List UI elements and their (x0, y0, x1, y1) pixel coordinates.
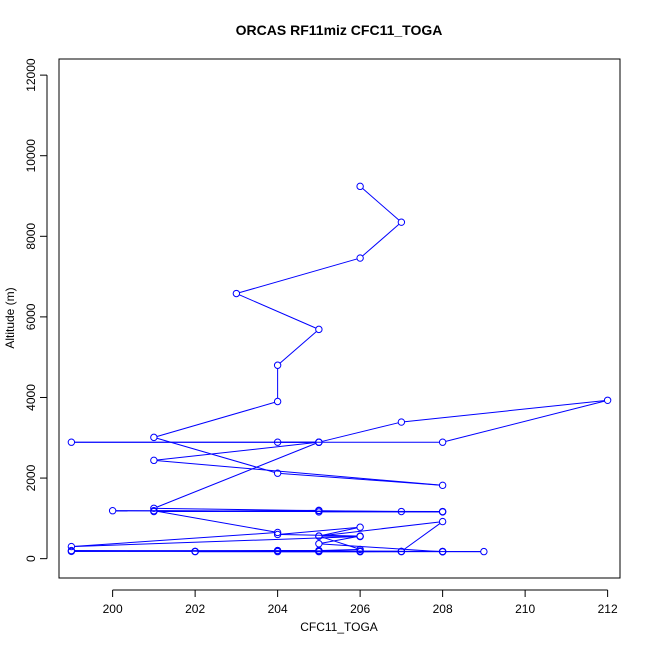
data-point (397, 218, 406, 226)
data-point (356, 254, 364, 262)
data-point (356, 547, 364, 555)
y-axis: 0 2000 4000 6000 8000 10000 12000 (24, 58, 48, 562)
x-axis-label: CFC11_TOGA (300, 620, 378, 634)
data-point (67, 438, 76, 446)
data-point (150, 456, 158, 465)
series-line-segment (239, 294, 317, 329)
data-point (480, 547, 488, 556)
y-tick-label: 2000 (24, 464, 38, 491)
series-line-segment (157, 510, 440, 513)
series-line-segment (362, 188, 400, 221)
series-line-segment (156, 510, 275, 533)
x-axis: 200 202 204 206 208 210 212 (103, 589, 618, 616)
series-line-segment (321, 536, 358, 549)
x-tick-label: 206 (350, 602, 370, 616)
x-tick-label: 204 (268, 602, 288, 616)
series-line-segment (156, 401, 275, 437)
data-point (356, 182, 364, 191)
series-line-segment (321, 422, 399, 442)
data-point (603, 396, 612, 404)
series-line-segment (321, 521, 440, 537)
series-line-segment (156, 437, 275, 473)
series-line-segment (403, 523, 441, 550)
series-line-segment (404, 400, 605, 423)
y-tick-label: 12000 (24, 58, 38, 92)
data-point (108, 507, 117, 515)
data-point (67, 547, 76, 556)
data-point (438, 508, 447, 516)
data-point (438, 548, 447, 556)
series-line-segment (157, 442, 316, 461)
x-tick-label: 202 (185, 602, 205, 616)
data-point (232, 289, 241, 298)
data-point (273, 438, 282, 446)
series-line-segment (321, 536, 358, 544)
data-point (150, 504, 158, 512)
x-tick-label: 210 (515, 602, 535, 616)
data-point (191, 547, 199, 556)
data-point (150, 507, 158, 515)
series-line-segment (74, 536, 357, 547)
data-point (356, 523, 364, 531)
chart-title: ORCAS RF11miz CFC11_TOGA (236, 22, 443, 38)
series-line-segment (157, 460, 440, 486)
data-point (273, 361, 282, 369)
y-tick-label: 6000 (24, 303, 38, 330)
data-point (438, 517, 447, 526)
series-line-segment (280, 527, 357, 535)
data-point (315, 325, 323, 334)
data-point (397, 547, 406, 556)
series-line-segment (156, 442, 317, 508)
data-point (315, 532, 323, 540)
y-tick-label: 0 (24, 555, 38, 562)
series-layer (67, 182, 612, 556)
series-line-segment (362, 223, 400, 257)
data-point (315, 508, 323, 516)
series-line-segment (280, 534, 357, 537)
y-tick-label: 8000 (24, 223, 38, 250)
series-line-segment (239, 258, 358, 294)
series-line-segment (321, 527, 358, 536)
data-point (315, 438, 323, 446)
data-point (438, 438, 447, 446)
data-point (315, 540, 323, 548)
series-line-segment (74, 532, 275, 547)
x-tick-label: 200 (103, 602, 123, 616)
data-point (273, 546, 282, 555)
x-tick-label: 212 (598, 602, 618, 616)
data-point (397, 507, 406, 516)
series-line-segment (279, 331, 317, 364)
data-point (356, 532, 364, 540)
data-point (273, 530, 282, 539)
data-point (397, 418, 406, 426)
series-line-segment (322, 543, 440, 553)
data-point (273, 528, 282, 537)
x-tick-label: 208 (433, 602, 453, 616)
data-point (438, 481, 447, 490)
data-point (67, 542, 76, 551)
plot-frame (58, 58, 621, 579)
data-point (273, 469, 282, 477)
data-point (150, 433, 158, 442)
y-tick-label: 10000 (24, 139, 38, 173)
data-point (273, 397, 282, 406)
y-axis-label: Altitude (m) (3, 287, 17, 348)
y-tick-label: 4000 (24, 384, 38, 411)
series-line-segment (445, 400, 605, 442)
